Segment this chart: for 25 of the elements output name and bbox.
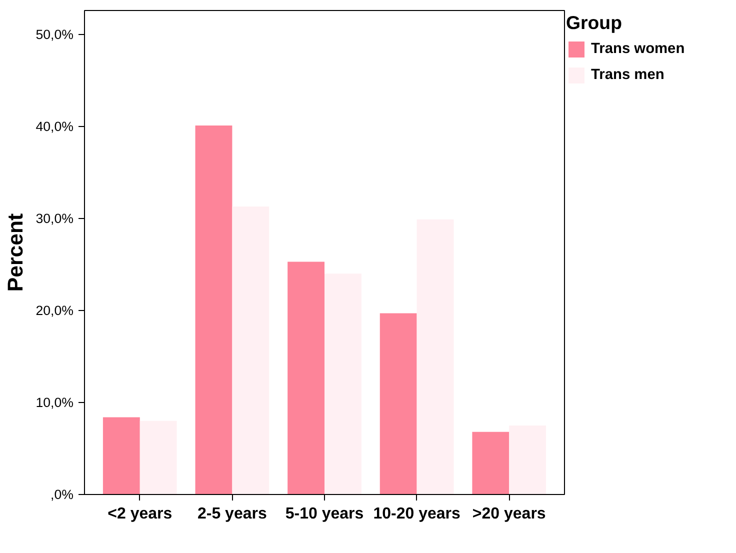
bar [232,206,270,494]
bar [324,274,362,494]
bar [102,417,140,494]
bar [195,126,232,494]
x-tick-label: 10-20 years [373,506,461,522]
bar [140,420,177,494]
bar [509,425,546,494]
legend-title: Group [566,12,623,34]
y-tick-label: 20,0% [36,302,74,318]
y-tick-label: 40,0% [36,118,74,134]
y-axis-title: Percent [4,213,28,292]
x-tick-label: <2 years [108,506,172,522]
bar [416,219,454,494]
x-tick-label: >20 years [472,506,546,522]
y-tick-label: 30,0% [36,210,74,226]
y-tick-label: ,0% [50,487,74,502]
x-tick-label: 5-10 years [285,506,364,522]
bar [472,432,510,494]
bar [380,313,417,494]
y-tick-label: 50,0% [36,26,74,42]
legend-label: Trans men [591,67,664,83]
bar [288,262,324,494]
legend-label: Trans women [591,41,685,57]
y-tick-label: 10,0% [36,394,74,410]
x-tick-label: 2-5 years [197,506,267,522]
